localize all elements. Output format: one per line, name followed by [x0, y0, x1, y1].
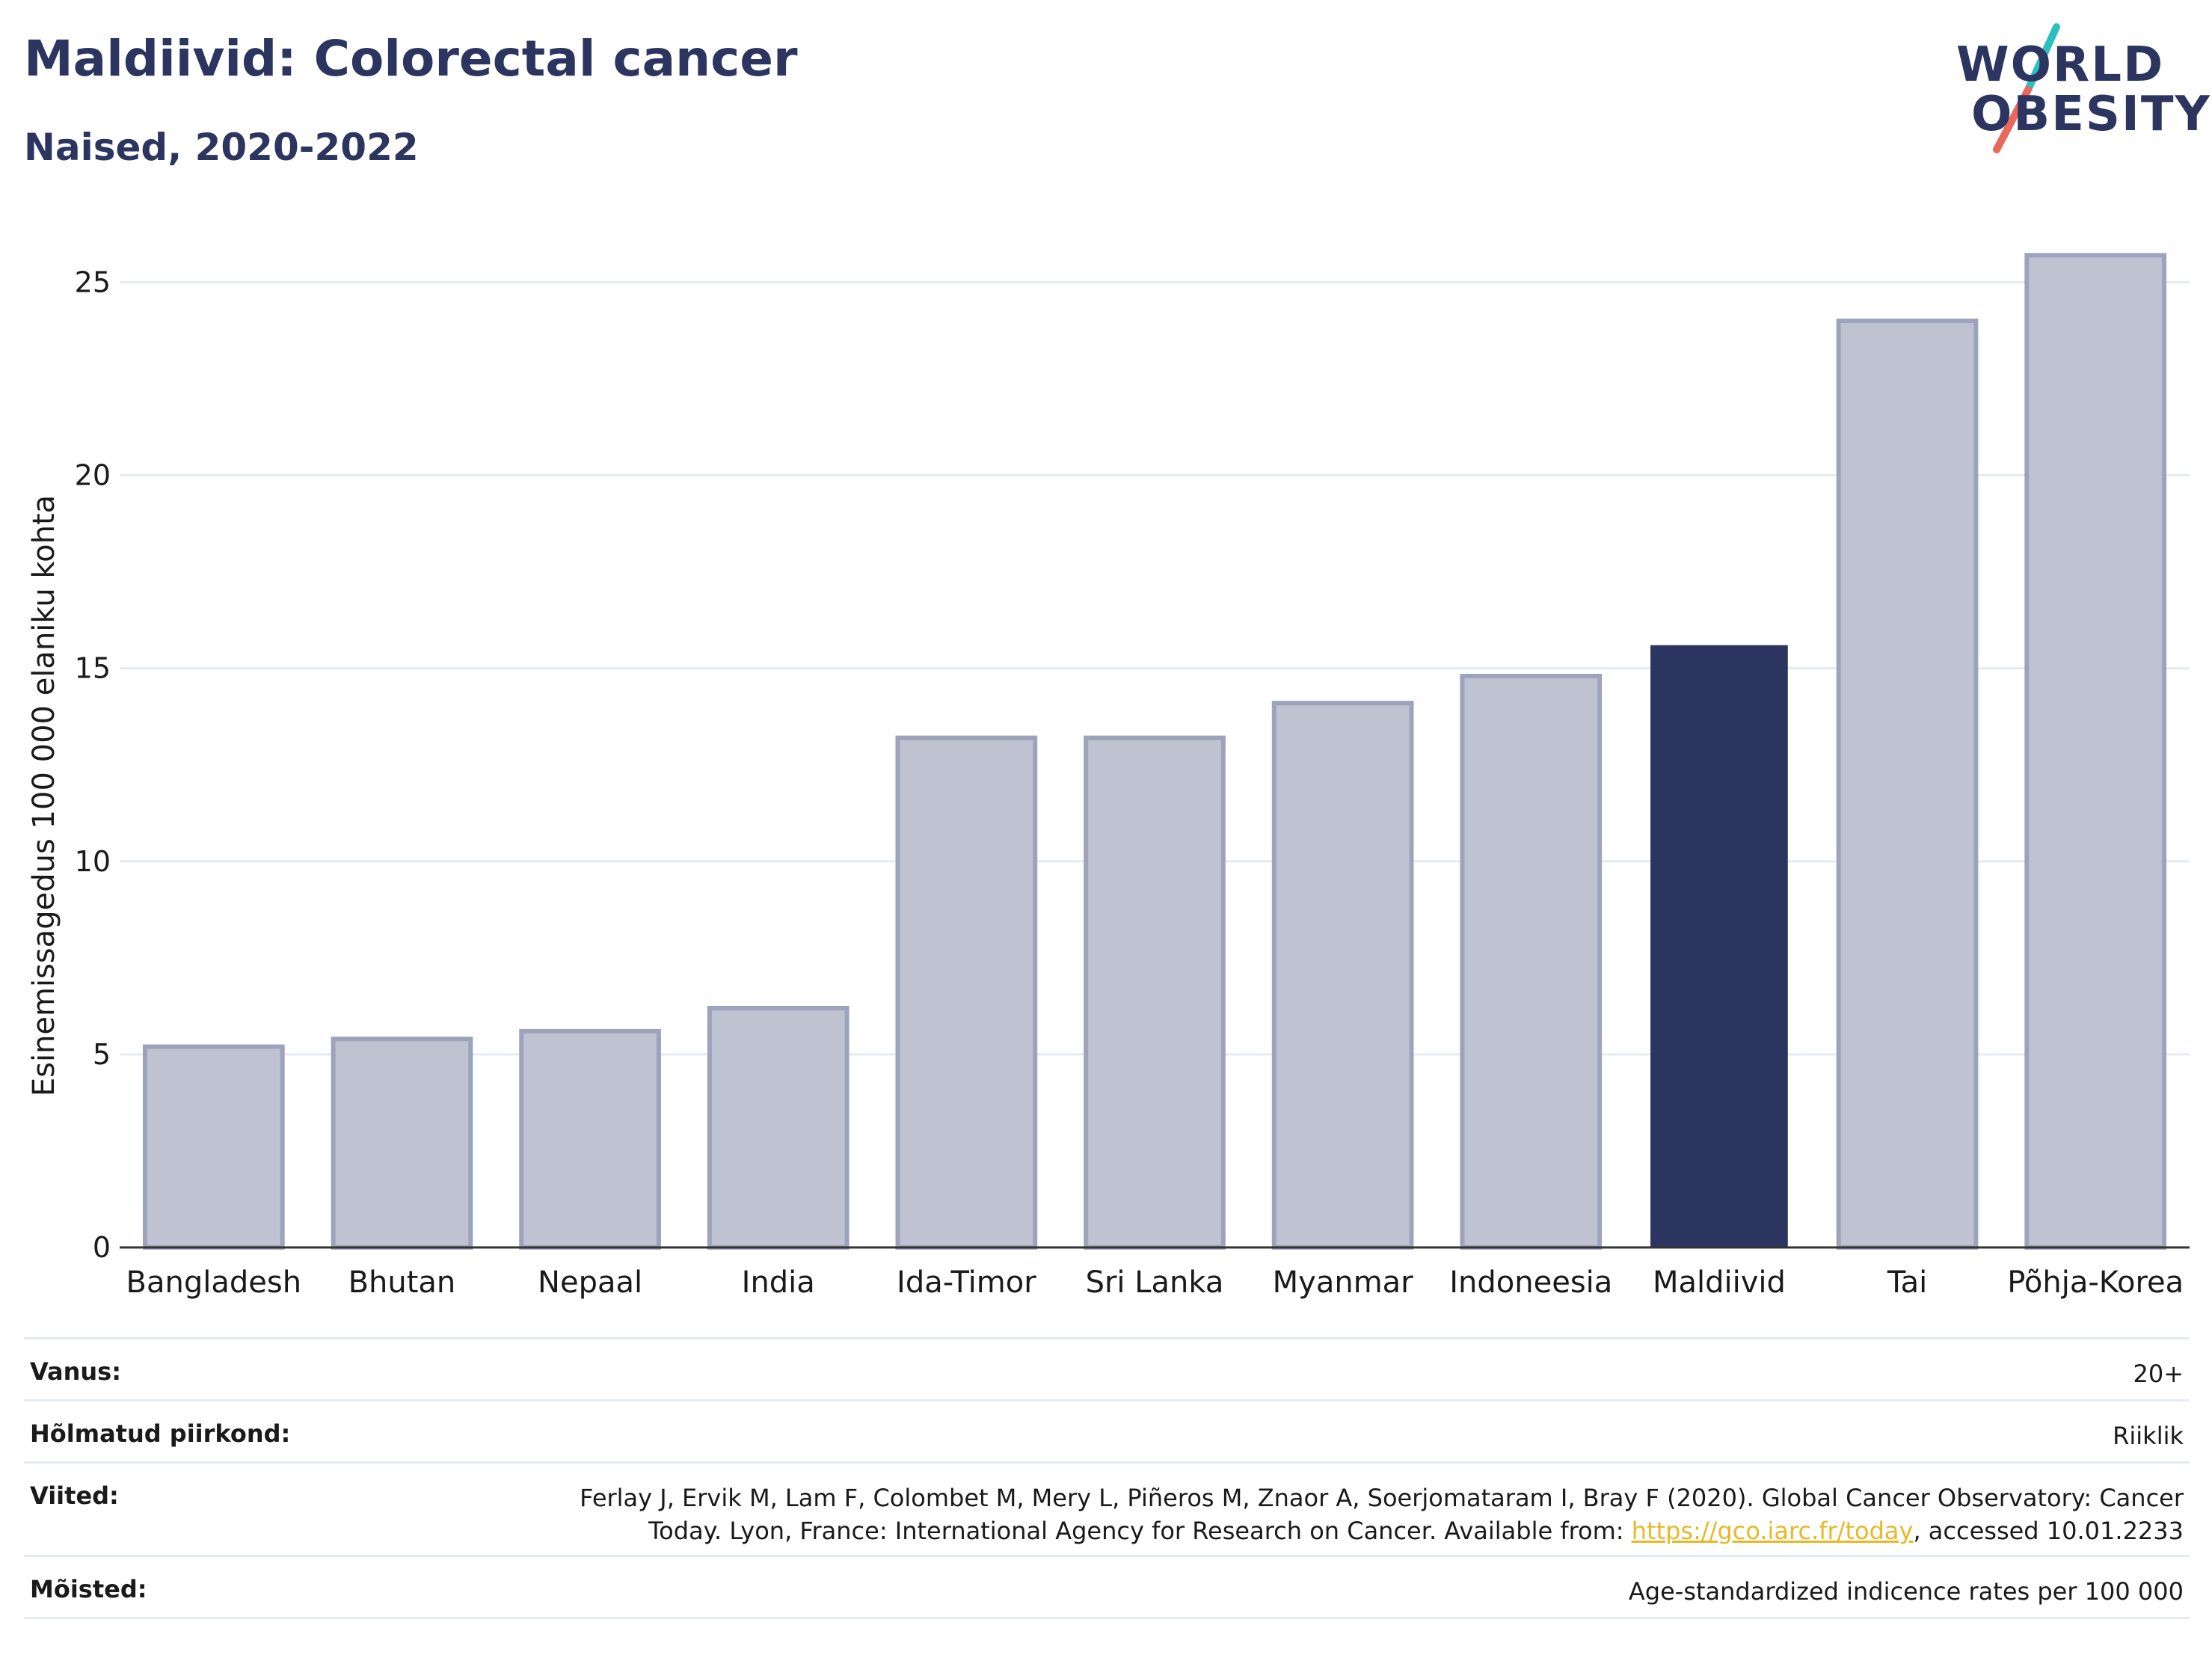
area-label: Hõlmatud piirkond:: [30, 1419, 291, 1448]
bar-myanmar: [1271, 701, 1414, 1250]
bar-chart: 0 5 10 15 20 25 Esinemissagedus 100 000 elanik…: [27, 253, 2190, 1300]
bar-bangladesh: [142, 1044, 285, 1250]
bar-sri-lanka: [1084, 735, 1226, 1250]
y-tick-label: 10: [75, 845, 111, 878]
age-value: 20+: [2133, 1360, 2184, 1388]
y-tick-label: 0: [93, 1231, 111, 1264]
y-tick-label: 5: [93, 1038, 111, 1071]
logo-slash-icon: [1993, 23, 2060, 153]
bar-india: [707, 1005, 850, 1250]
bar-nepaal: [519, 1028, 661, 1250]
x-tick-label: Bhutan: [348, 1265, 456, 1300]
x-tick-label: Bangladesh: [126, 1265, 302, 1300]
area-value: Riiklik: [2113, 1422, 2184, 1450]
x-tick-label: Sri Lanka: [1086, 1265, 1224, 1300]
meta-row-references: Viited: Ferlay J, Ervik M, Lam F, Colomb…: [24, 1461, 2190, 1555]
chart-title: Maldiivid: Colorectal cancer: [24, 30, 798, 87]
reference-line-2-start: Today. Lyon, France: International Agenc…: [648, 1517, 1632, 1545]
reference-line-1: Ferlay J, Ervik M, Lam F, Colombet M, Me…: [580, 1484, 2184, 1512]
meta-row-definitions: Mõisted: Age-standardized indicence rate…: [24, 1555, 2190, 1619]
bar-p-hja-korea: [2024, 253, 2167, 1250]
chart-subtitle: Naised, 2020-2022: [24, 126, 419, 169]
x-tick-label: Nepaal: [538, 1265, 642, 1300]
bar-ida-timor: [895, 735, 1038, 1250]
references-label: Viited:: [30, 1481, 119, 1510]
meta-row-area: Hõlmatud piirkond: Riiklik: [24, 1399, 2190, 1461]
x-tick-label: Põhja-Korea: [2007, 1265, 2184, 1300]
bar-indoneesia: [1460, 673, 1603, 1250]
x-tick-label: Tai: [1887, 1265, 1927, 1300]
reference-line-2-end: , accessed 10.01.2233: [1913, 1517, 2184, 1545]
reference-link[interactable]: https://gco.iarc.fr/today: [1631, 1517, 1914, 1545]
world-obesity-logo: WORLD OBESITY: [1944, 22, 2210, 157]
bar-bhutan: [331, 1037, 473, 1250]
age-label: Vanus:: [30, 1357, 122, 1386]
y-tick-label: 15: [75, 652, 111, 685]
x-tick-label: Maldiivid: [1653, 1265, 1786, 1300]
x-tick-label: Ida-Timor: [897, 1265, 1036, 1300]
x-tick-label: Myanmar: [1273, 1265, 1414, 1300]
metadata-table: Vanus: 20+ Hõlmatud piirkond: Riiklik Vi…: [24, 1337, 2190, 1619]
bar-maldiivid: [1650, 645, 1788, 1247]
x-tick-label: Indoneesia: [1449, 1265, 1612, 1300]
meta-row-age: Vanus: 20+: [24, 1337, 2190, 1399]
logo-text-obesity: OBESITY: [1971, 87, 2211, 142]
y-tick-label: 25: [75, 265, 111, 298]
references-value: Ferlay J, Ervik M, Lam F, Colombet M, Me…: [580, 1464, 2184, 1547]
y-axis-label: Esinemissagedus 100 000 elaniku kohta: [27, 495, 61, 1096]
definitions-label: Mõisted:: [30, 1575, 147, 1603]
y-tick-label: 20: [75, 459, 111, 492]
x-tick-label: India: [742, 1265, 815, 1300]
definitions-value: Age-standardized indicence rates per 100…: [1628, 1577, 2184, 1606]
bar-tai: [1836, 319, 1979, 1250]
logo-text-world: WORLD: [1956, 37, 2165, 93]
